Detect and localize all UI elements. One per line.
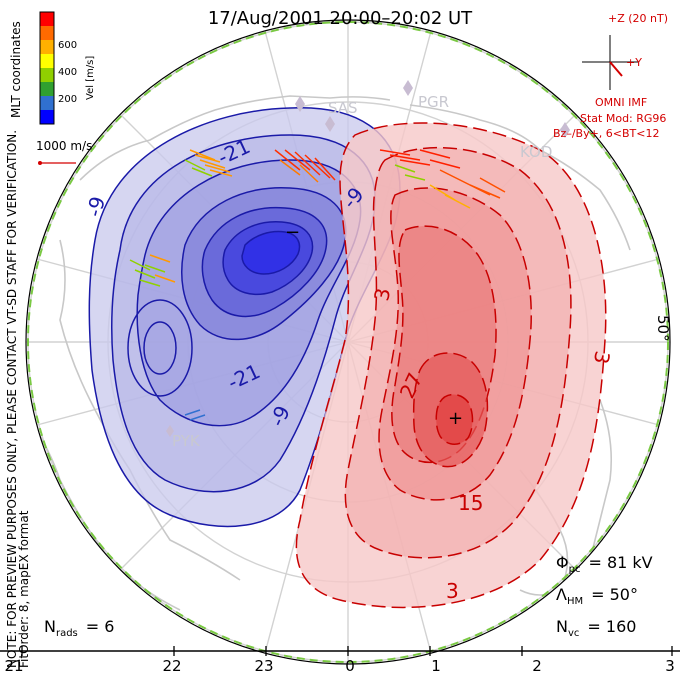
imf-condition: Bz–/By+, 6<BT<12 bbox=[553, 127, 660, 140]
station-kod: KOD bbox=[520, 143, 552, 161]
imf-y-label: +Y bbox=[626, 56, 642, 69]
svg-text:Nvc= 160: Nvc = 160 bbox=[556, 617, 636, 639]
mlt-tick: 22 bbox=[162, 657, 181, 674]
map-title: 17/Aug/2001 20:00–20:02 UT bbox=[208, 8, 473, 29]
colorbar-swatch bbox=[40, 54, 54, 68]
colorbar-tick: 600 bbox=[58, 40, 77, 51]
imf-z-label: +Z (20 nT) bbox=[608, 12, 668, 25]
imf-source: OMNI IMF bbox=[595, 96, 647, 109]
velocity-scale-label: 1000 m/s bbox=[36, 139, 92, 153]
mlt-tick: 0 bbox=[345, 657, 355, 674]
svg-text:Φpc= 81 kV: Φpc = 81 kV bbox=[556, 553, 653, 575]
colorbar-swatch bbox=[40, 40, 54, 54]
colorbar-label: Vel [m/s] bbox=[85, 56, 96, 100]
velocity-vectors bbox=[129, 149, 506, 421]
colorbar-swatch bbox=[40, 12, 54, 26]
contour-label: 3 bbox=[446, 579, 459, 603]
contour-label: -9 bbox=[82, 194, 110, 219]
colorbar-swatch bbox=[40, 68, 54, 82]
colorbar-swatch bbox=[40, 26, 54, 40]
latitude-label: 50° bbox=[654, 315, 672, 342]
colorbar-tick: 200 bbox=[58, 94, 77, 105]
mlt-tick: 2 bbox=[532, 657, 542, 674]
preview-note: NOTE: FOR PREVIEW PURPOSES ONLY, PLEASE … bbox=[5, 130, 19, 668]
colorbar-swatch bbox=[40, 110, 54, 124]
svg-text:ΛHM= 50°: ΛHM = 50° bbox=[556, 585, 638, 607]
contour-label: 15 bbox=[458, 491, 483, 515]
mlt-tick-marks bbox=[21, 646, 673, 656]
colorbar-tick: 400 bbox=[58, 67, 77, 78]
imf-clock: +Z (20 nT) +Y OMNI IMF Stat Mod: RG96 Bz… bbox=[553, 12, 668, 140]
stat-model: Stat Mod: RG96 bbox=[580, 112, 666, 125]
min-potential-marker: − bbox=[285, 222, 300, 243]
fit-order-note: FitOrder: 8, mapEX format bbox=[17, 510, 31, 668]
station-sas: SAS bbox=[328, 99, 358, 117]
mlt-tick-labels: 21 22 23 0 1 2 3 bbox=[4, 657, 674, 674]
mlt-tick: 23 bbox=[254, 657, 273, 674]
station-markers bbox=[166, 80, 570, 437]
mlt-tick: 21 bbox=[4, 657, 23, 674]
dial-border bbox=[25, 19, 671, 665]
colorbar-swatch bbox=[40, 82, 54, 96]
map-statistics: Φpc = 81 kV ΛHM = 50° Nvc = 160 Nrads = 6 bbox=[44, 553, 653, 639]
svg-text:Nrads= 6: Nrads = 6 bbox=[44, 617, 114, 639]
positive-cell bbox=[295, 122, 607, 609]
mlt-tick: 1 bbox=[431, 657, 441, 674]
colorbar-swatch bbox=[40, 96, 54, 110]
max-potential-marker: + bbox=[448, 408, 463, 429]
contour-label: 3 bbox=[589, 349, 615, 366]
station-pyk: PYK bbox=[172, 432, 201, 450]
heppner-maynard-boundary bbox=[27, 21, 669, 663]
mlt-coordinates-label: MLT coordinates bbox=[9, 21, 23, 118]
mlt-tick: 3 bbox=[665, 657, 675, 674]
station-pgr: PGR bbox=[418, 93, 449, 111]
velocity-colorbar: 600 400 200 Vel [m/s] bbox=[39, 11, 96, 125]
contour-label: 3 bbox=[369, 286, 395, 303]
imf-vector bbox=[609, 61, 623, 77]
